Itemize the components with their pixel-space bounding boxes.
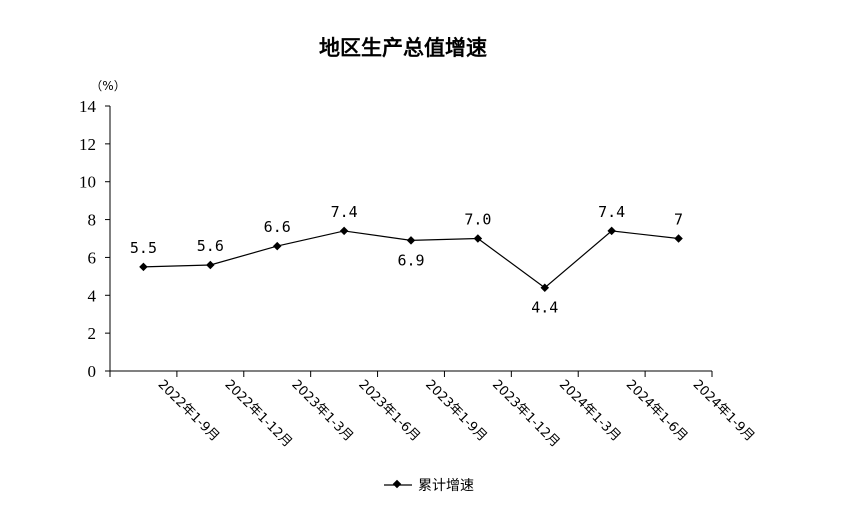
data-label: 7.4 — [331, 203, 358, 221]
data-label: 5.5 — [130, 239, 157, 257]
y-tick-label: 12 — [79, 135, 96, 154]
x-tick-label: 2022年1-9月 — [155, 377, 222, 444]
data-label: 7.0 — [464, 211, 491, 229]
x-tick-label: 2024年1-6月 — [623, 377, 690, 444]
data-point — [272, 241, 282, 251]
x-tick-label: 2023年1-12月 — [489, 377, 562, 450]
y-tick-label: 10 — [79, 173, 96, 192]
data-point — [674, 234, 683, 243]
x-tick-label: 2022年1-12月 — [222, 377, 295, 450]
legend-label: 累计增速 — [418, 478, 474, 494]
y-axis-unit-label: （%） — [90, 79, 125, 93]
x-tick-label: 2023年1-9月 — [422, 377, 489, 444]
data-point — [406, 236, 416, 245]
y-tick-label: 4 — [88, 286, 97, 305]
chart-title: 地区生产总值增速 — [319, 36, 487, 60]
x-tick-label: 2023年1-3月 — [288, 377, 355, 444]
y-tick-label: 2 — [88, 324, 97, 343]
legend: 累计增速 — [384, 478, 474, 494]
data-point — [339, 226, 349, 236]
data-label: 6.9 — [397, 251, 424, 269]
x-tick-label: 2024年1-3月 — [556, 377, 623, 444]
axes — [109, 106, 712, 372]
data-point — [206, 260, 215, 270]
data-label: 7 — [674, 211, 683, 229]
data-point — [540, 283, 550, 292]
data-label: 7.4 — [598, 203, 625, 221]
y-tick-label: 6 — [88, 248, 97, 267]
data-label: 5.6 — [197, 237, 224, 255]
y-tick-label: 0 — [88, 362, 97, 381]
series-group: 5.5 5.6 6.6 7.4 6.9 7.0 4.4 7.4 7 — [130, 203, 683, 317]
x-tick-label: 2023年1-6月 — [355, 377, 422, 444]
y-tick-label: 14 — [79, 97, 97, 116]
y-tick-label: 8 — [88, 211, 97, 230]
legend-marker-icon — [392, 479, 402, 489]
y-axis-ticks: 0 2 4 6 8 10 12 14 — [79, 97, 110, 381]
data-point — [473, 234, 483, 243]
x-tick-label: 2024年1-9月 — [690, 377, 757, 444]
data-label: 4.4 — [531, 299, 558, 317]
data-point — [139, 262, 148, 272]
data-label: 6.6 — [264, 218, 291, 236]
